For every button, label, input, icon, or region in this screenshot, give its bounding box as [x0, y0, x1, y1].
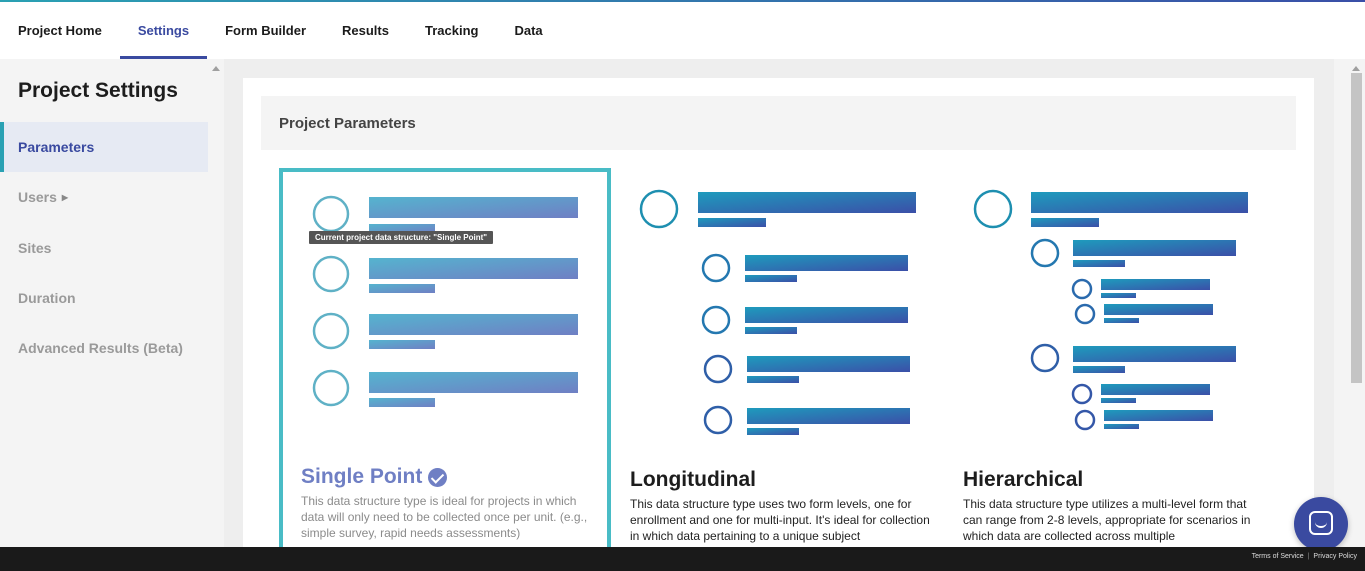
top-accent-bar [0, 0, 1365, 2]
sidebar-item-label: Sites [18, 240, 52, 256]
sidebar-scrollbar[interactable] [208, 59, 224, 547]
footer-separator: | [1307, 553, 1310, 560]
sidebar-title: Project Settings [18, 79, 178, 102]
tab-project-home[interactable]: Project Home [18, 23, 102, 38]
footer-bar: Terms of Service | Privacy Policy [0, 547, 1365, 571]
option-title: Single Point [301, 465, 448, 489]
hierarchical-diagram-icon [973, 189, 1248, 431]
caret-right-icon: ▶ [61, 192, 69, 202]
single-point-diagram-icon [312, 195, 578, 407]
sidebar-item-sites[interactable]: Sites [0, 223, 208, 273]
privacy-policy-link[interactable]: Privacy Policy [1313, 553, 1357, 560]
terms-of-service-link[interactable]: Terms of Service [1251, 553, 1304, 560]
sidebar-item-label: Duration [18, 290, 76, 306]
option-longitudinal[interactable]: Longitudinal This data structure type us… [630, 168, 962, 547]
current-structure-tooltip: Current project data structure: "Single … [309, 231, 494, 244]
section-header: Project Parameters [261, 96, 1296, 150]
sidebar-item-label: Users [18, 189, 57, 205]
option-hierarchical[interactable]: Hierarchical This data structure type ut… [963, 168, 1295, 547]
footer-links: Terms of Service | Privacy Policy [1252, 553, 1357, 560]
sidebar-item-duration[interactable]: Duration [0, 273, 208, 323]
chat-smile-icon [1315, 522, 1327, 528]
option-title: Longitudinal [630, 468, 756, 491]
check-circle-icon [428, 467, 448, 487]
sidebar-item-label: Advanced Results (Beta) [18, 340, 183, 356]
sidebar-item-label: Parameters [18, 139, 95, 155]
top-navigation: Project Home Settings Form Builder Resul… [0, 2, 1365, 59]
option-description: This data structure type utilizes a mult… [963, 497, 1251, 543]
chat-support-button[interactable] [1294, 497, 1348, 551]
option-single-point[interactable]: Single Point This data structure type is… [279, 168, 611, 547]
parameters-card: Project Parameters [243, 78, 1314, 547]
tab-tracking[interactable]: Tracking [424, 23, 479, 38]
sidebar-item-parameters[interactable]: Parameters [0, 122, 208, 172]
chat-bubble-icon [1309, 511, 1333, 535]
tab-settings[interactable]: Settings [119, 2, 208, 59]
scroll-up-arrow-icon[interactable] [1352, 66, 1360, 71]
tab-form-builder[interactable]: Form Builder [225, 23, 307, 38]
section-title: Project Parameters [279, 114, 416, 132]
option-description: This data structure type is ideal for pr… [301, 494, 588, 540]
main-scrollbar[interactable] [1334, 59, 1365, 547]
sidebar-item-users[interactable]: Users ▶ [0, 172, 208, 222]
option-title: Hierarchical [963, 468, 1084, 491]
tab-results[interactable]: Results [342, 23, 389, 38]
tab-data[interactable]: Data [514, 23, 543, 38]
settings-sidebar: Project Settings Parameters Users ▶ Site… [0, 59, 208, 547]
option-description: This data structure type uses two form l… [630, 497, 930, 543]
scroll-up-arrow-icon[interactable] [212, 66, 220, 71]
main-content: Project Parameters [224, 59, 1334, 547]
longitudinal-diagram-icon [639, 189, 916, 435]
sidebar-item-advanced-results[interactable]: Advanced Results (Beta) [0, 323, 208, 373]
scrollbar-thumb[interactable] [1351, 73, 1362, 383]
